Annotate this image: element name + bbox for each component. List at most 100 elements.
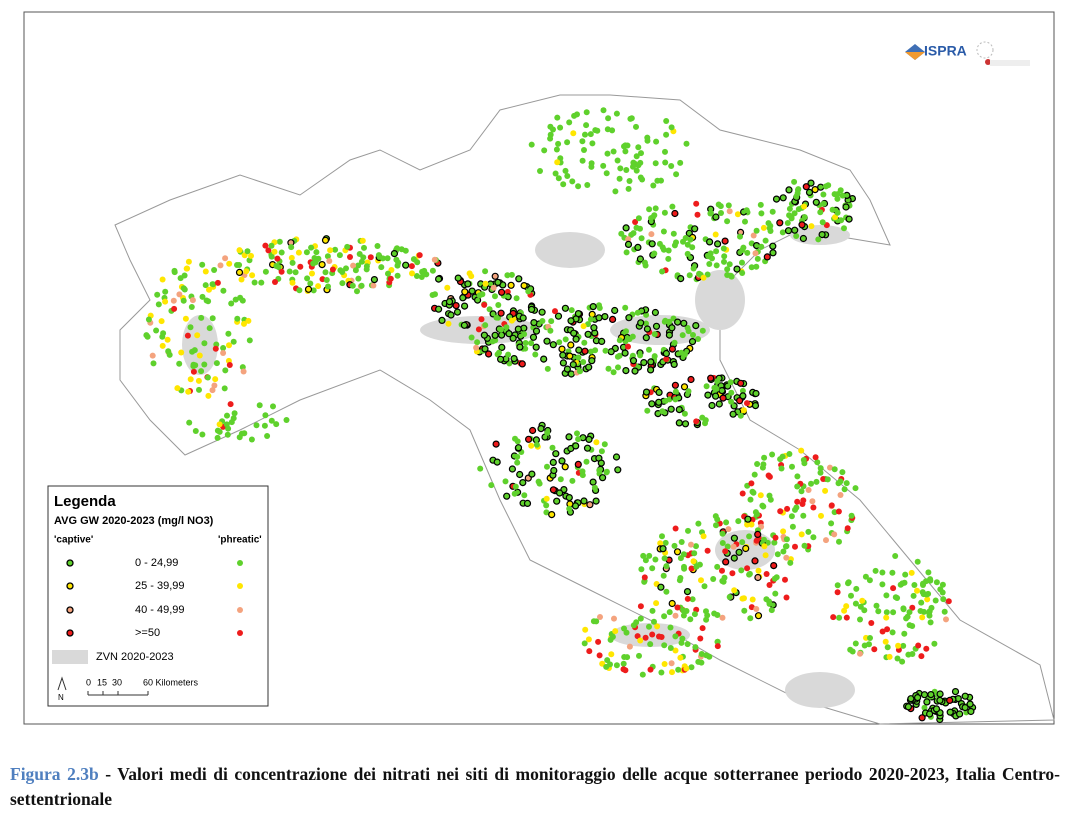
site [689,244,696,251]
site [910,592,917,599]
site [512,435,518,442]
site [630,622,637,629]
site [567,317,575,325]
site [603,170,610,177]
site [815,236,822,243]
site [612,453,621,461]
site [378,264,385,271]
site [276,238,283,245]
site [154,291,161,298]
site [737,233,743,240]
site [720,245,727,252]
site [624,142,631,149]
site [186,419,193,426]
site [925,710,934,718]
site [598,337,606,345]
site [670,360,678,368]
site [674,604,681,611]
site [831,531,838,538]
site [637,352,644,359]
site [751,402,760,410]
site [224,412,230,419]
site [704,612,711,619]
site [238,276,245,283]
site [634,309,641,316]
site [514,453,521,460]
site [482,280,489,287]
site [634,243,642,251]
site [522,345,529,352]
site [620,666,627,673]
site [594,127,601,134]
site [751,557,759,565]
site [679,635,686,642]
site [771,575,778,582]
site [967,707,975,716]
site [588,357,596,365]
site [497,309,505,317]
site [902,571,909,578]
site [541,147,548,154]
site [689,596,696,603]
site [220,287,227,294]
site [310,287,317,294]
site [492,440,500,448]
site [495,302,502,308]
site [726,208,733,215]
legend-phreatic: 'phreatic' [218,535,262,546]
site [763,571,770,577]
site [690,265,697,272]
site [565,433,573,441]
site [798,488,805,495]
site [673,318,682,326]
site [171,267,178,274]
site [751,471,758,478]
site [769,451,776,458]
site [853,585,860,592]
site [704,391,712,399]
site [761,536,767,543]
site [562,167,569,174]
site [564,173,571,179]
site [283,417,290,423]
site [728,398,735,405]
site [481,345,489,353]
site [818,512,824,519]
site [547,327,554,334]
site [671,209,679,218]
site [788,513,795,520]
site [936,690,944,698]
site [693,418,700,425]
site [730,534,739,542]
site [164,336,171,343]
site [668,345,677,353]
site [814,459,821,466]
site [627,115,634,122]
site [196,386,202,393]
site [202,268,209,275]
site [807,179,815,187]
site [572,442,580,450]
site [562,336,569,343]
site [748,264,755,271]
site [514,444,523,452]
site [663,118,670,124]
site [761,454,768,461]
site [672,633,679,640]
site [544,365,551,372]
site [363,263,370,270]
site [834,582,841,589]
site [625,236,632,243]
site [566,119,573,126]
site [839,469,846,476]
site [593,439,600,446]
site [707,374,715,382]
site [694,211,701,218]
site [753,263,760,270]
site [698,651,705,657]
site [649,631,656,638]
site [170,297,177,304]
site [941,608,948,615]
site [187,324,194,331]
site [780,548,787,555]
